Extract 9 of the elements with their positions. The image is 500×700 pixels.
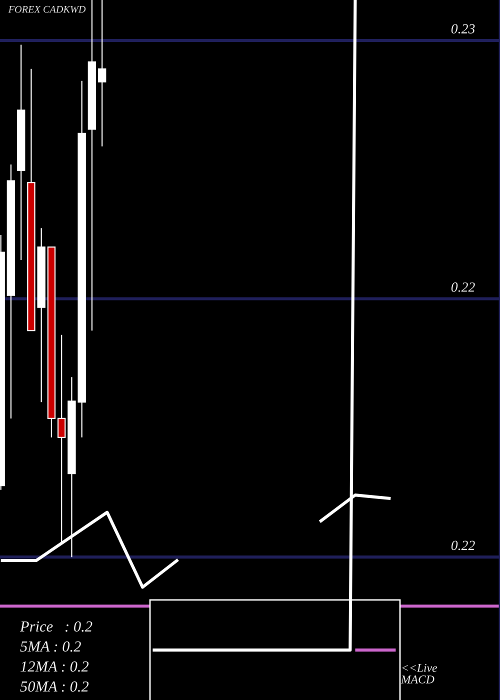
y-tick-label: 0.22 <box>451 540 475 550</box>
y-tick-label: 0.22 <box>451 282 475 292</box>
annotation: Price : 0.2 <box>20 621 92 632</box>
annotation: 5MA : 0.2 <box>20 641 81 652</box>
annotation: <<Live MACD <box>400 664 437 684</box>
chart-title: FOREX CADKWD <box>8 6 86 13</box>
y-tick-label: 0.23 <box>451 24 475 34</box>
annotation: 50MA : 0.2 <box>20 681 89 692</box>
annotation: 12MA : 0.2 <box>20 661 89 672</box>
